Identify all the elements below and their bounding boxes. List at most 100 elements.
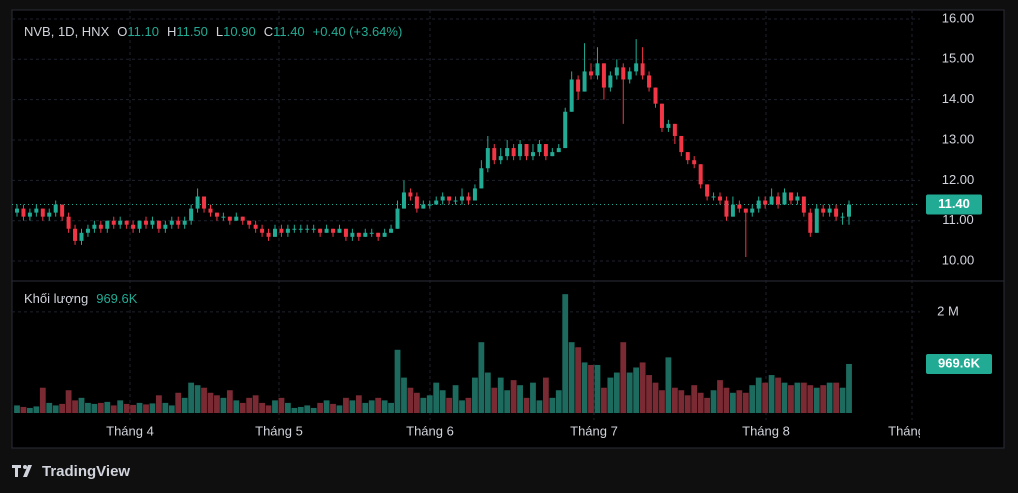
volume-bar bbox=[504, 390, 511, 413]
volume-bar bbox=[613, 372, 620, 413]
candle-body bbox=[808, 212, 813, 233]
candle-body bbox=[447, 196, 452, 201]
volume-bar bbox=[355, 395, 362, 413]
y-tick-label: 11.00 bbox=[942, 212, 974, 227]
volume-bar bbox=[749, 385, 756, 413]
volume-bar bbox=[91, 403, 98, 413]
volume-bar bbox=[33, 406, 40, 413]
candle-body bbox=[292, 228, 297, 230]
volume-bar bbox=[272, 400, 278, 413]
candle-body bbox=[595, 63, 600, 76]
volume-bar bbox=[710, 390, 717, 413]
candle-body bbox=[53, 204, 58, 213]
volume-bar bbox=[646, 375, 652, 413]
volume-bar bbox=[800, 382, 807, 413]
candle-body bbox=[60, 204, 65, 217]
volume-bar bbox=[697, 392, 704, 413]
volume-bar bbox=[278, 397, 285, 413]
volume-bar bbox=[65, 390, 72, 413]
brand-name: TradingView bbox=[42, 463, 130, 480]
volume-bar bbox=[472, 377, 478, 413]
candle-body bbox=[221, 216, 226, 218]
candle-body bbox=[763, 200, 768, 205]
volume-bar bbox=[736, 390, 743, 413]
volume-bar bbox=[104, 401, 111, 413]
candle-body bbox=[408, 192, 413, 197]
volume-bar bbox=[259, 402, 265, 413]
volume-bar bbox=[330, 403, 336, 413]
candle-body bbox=[105, 220, 110, 229]
y-tick-label: 12.00 bbox=[942, 172, 975, 187]
volume-bar bbox=[343, 397, 349, 413]
volume-bar bbox=[446, 397, 453, 413]
candle-body bbox=[569, 79, 574, 112]
volume-bar bbox=[704, 397, 711, 413]
candle-body bbox=[247, 220, 252, 225]
candle-body bbox=[343, 228, 348, 237]
candle-body bbox=[111, 220, 116, 225]
candle-body bbox=[705, 184, 710, 197]
y-tick-label: 16.00 bbox=[942, 10, 975, 25]
volume-bar bbox=[136, 402, 143, 413]
x-tick-label: Tháng 6 bbox=[406, 423, 454, 438]
volume-bar bbox=[684, 395, 691, 413]
candle-body bbox=[214, 212, 219, 217]
candle-body bbox=[47, 212, 52, 217]
last-price-box bbox=[926, 194, 982, 215]
candle-body bbox=[27, 212, 32, 217]
volume-bar bbox=[413, 392, 420, 413]
volume-bar bbox=[497, 377, 504, 413]
candle-body bbox=[647, 75, 652, 88]
candle-body bbox=[601, 63, 606, 88]
volume-bar bbox=[659, 390, 665, 413]
candle-body bbox=[163, 224, 168, 229]
candle-body bbox=[485, 148, 490, 169]
candle-body bbox=[537, 144, 542, 153]
volume-bar bbox=[39, 387, 46, 413]
candle-body bbox=[34, 208, 39, 213]
volume-bar bbox=[633, 367, 640, 413]
y-tick-label: 13.00 bbox=[942, 131, 975, 146]
volume-bar bbox=[265, 405, 272, 413]
volume-bar bbox=[568, 342, 575, 413]
candle-body bbox=[15, 208, 19, 213]
candle-body bbox=[434, 200, 439, 205]
candle-body bbox=[711, 196, 716, 198]
candle-body bbox=[827, 208, 832, 213]
volume-bar bbox=[26, 407, 33, 413]
legend: NVB, 1D, HNX O11.10 H11.50 L10.90 C11.40 +0.4… bbox=[24, 24, 402, 39]
candle-body bbox=[466, 196, 471, 201]
volume-bar bbox=[394, 349, 401, 413]
candle-body bbox=[737, 204, 742, 209]
candle-body bbox=[692, 160, 697, 165]
volume-bar bbox=[755, 377, 762, 413]
candle-body bbox=[666, 123, 671, 128]
candle-body bbox=[756, 200, 761, 209]
volume-bar bbox=[20, 406, 27, 413]
volume-bar bbox=[678, 390, 685, 413]
volume-bar bbox=[452, 385, 459, 413]
candle-body bbox=[311, 228, 316, 230]
volume-bar bbox=[310, 407, 317, 413]
candle-body bbox=[788, 192, 793, 201]
last-volume-box bbox=[926, 353, 992, 374]
candle-body bbox=[750, 208, 755, 213]
candle-body bbox=[382, 232, 387, 237]
candle-body bbox=[92, 224, 97, 229]
x-tick-label: Tháng 4 bbox=[106, 423, 154, 438]
candle-body bbox=[543, 144, 548, 157]
candle-body bbox=[834, 208, 839, 217]
volume-bar bbox=[788, 385, 794, 413]
candle-body bbox=[440, 196, 445, 201]
volume-bar bbox=[110, 405, 117, 413]
candle-body bbox=[318, 228, 323, 233]
volume-bar bbox=[420, 397, 427, 413]
volume-bar bbox=[52, 405, 59, 413]
volume-bar bbox=[730, 392, 736, 413]
volume-bar bbox=[639, 362, 646, 413]
candle-body bbox=[98, 224, 103, 229]
last-volume-label: 969.6K bbox=[938, 355, 981, 370]
candle-body bbox=[150, 220, 155, 225]
candle-body bbox=[679, 135, 684, 153]
volume-bar bbox=[542, 377, 549, 413]
